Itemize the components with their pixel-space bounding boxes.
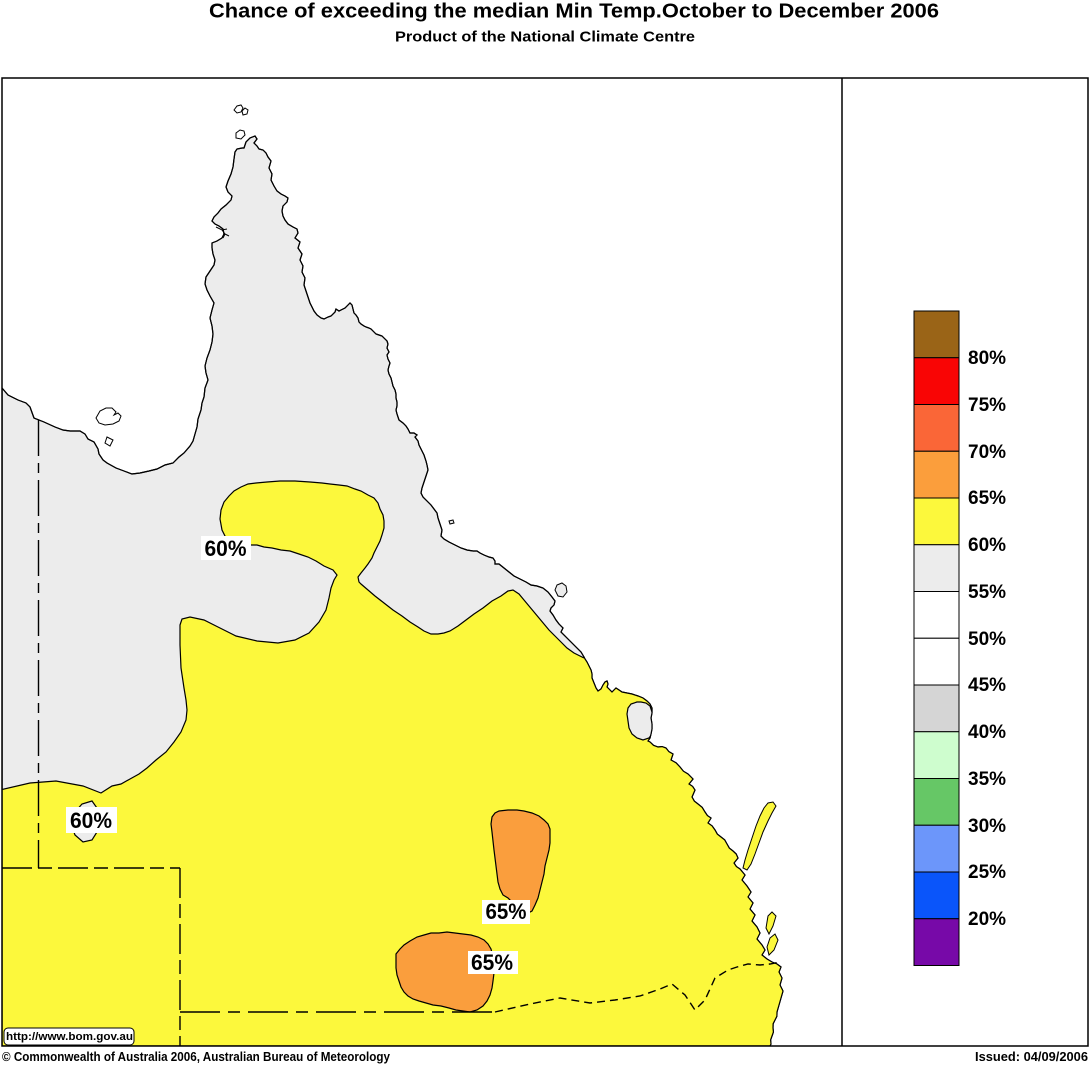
svg-text:25%: 25%: [968, 862, 1006, 883]
svg-text:30%: 30%: [968, 816, 1006, 837]
svg-text:65%: 65%: [471, 950, 513, 975]
svg-text:Product of the National Climat: Product of the National Climate Centre: [395, 29, 695, 46]
svg-text:70%: 70%: [968, 442, 1006, 463]
svg-text:Chance of exceeding the median: Chance of exceeding the median Min Temp.…: [209, 1, 939, 23]
svg-text:75%: 75%: [968, 395, 1006, 416]
svg-text:60%: 60%: [70, 808, 112, 833]
svg-text:35%: 35%: [968, 769, 1006, 790]
svg-text:65%: 65%: [968, 488, 1006, 509]
svg-text:65%: 65%: [486, 899, 527, 924]
svg-text:20%: 20%: [968, 909, 1006, 930]
svg-text:http://www.bom.gov.au: http://www.bom.gov.au: [6, 1031, 133, 1043]
svg-text:© Commonwealth of Australia 20: © Commonwealth of Australia 2006, Austra…: [2, 1049, 391, 1064]
svg-text:60%: 60%: [968, 535, 1006, 556]
svg-text:Issued: 04/09/2006: Issued: 04/09/2006: [975, 1049, 1088, 1064]
svg-text:45%: 45%: [968, 675, 1006, 696]
svg-text:55%: 55%: [968, 582, 1006, 603]
svg-text:50%: 50%: [968, 629, 1006, 650]
svg-text:40%: 40%: [968, 722, 1006, 743]
svg-text:80%: 80%: [968, 348, 1006, 369]
svg-text:60%: 60%: [205, 536, 247, 561]
